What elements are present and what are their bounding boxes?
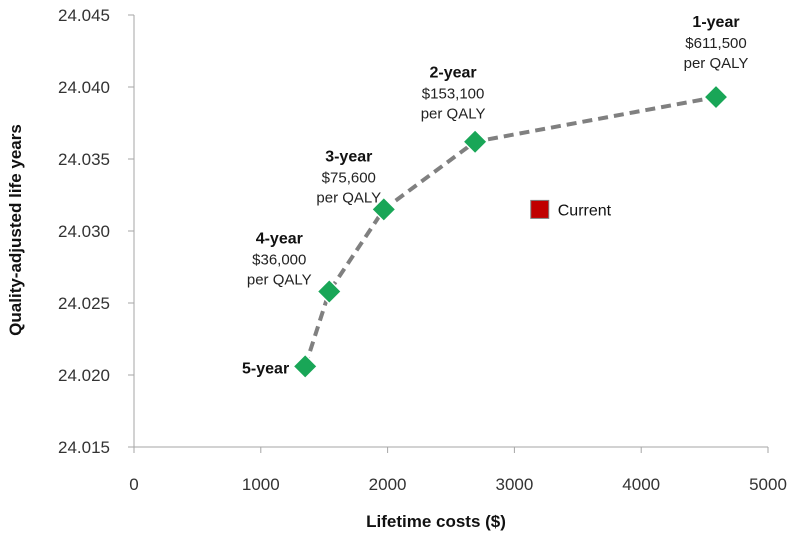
icer-value: $153,100	[422, 86, 485, 103]
point-label-1-year: 1-year	[692, 14, 739, 31]
x-ticks: 0 1000 2000 3000 4000 5000	[129, 447, 787, 494]
point-label-4-year: 4-year	[256, 230, 303, 247]
x-tick-label: 1000	[242, 475, 280, 494]
point-label-5-year: 5-year	[242, 360, 289, 377]
icer-value: $611,500	[685, 35, 746, 52]
y-tick-label: 24.015	[58, 438, 110, 457]
y-tick-label: 24.030	[58, 222, 110, 241]
current-label: Current	[558, 202, 612, 219]
marker-3-year	[370, 196, 397, 223]
x-tick-label: 4000	[622, 475, 660, 494]
y-tick-label: 24.025	[58, 294, 110, 313]
y-tick-label: 24.045	[58, 6, 110, 25]
icer-unit: per QALY	[316, 189, 381, 206]
point-label-2-year: 2-year	[430, 65, 477, 82]
y-axis-title: Quality-adjusted life years	[6, 124, 25, 336]
interval-connector-line	[303, 95, 717, 367]
data-markers	[292, 84, 730, 380]
icer-unit: per QALY	[421, 106, 486, 123]
icer-value: $36,000	[252, 251, 306, 268]
y-ticks: 24.015 24.020 24.025 24.030 24.035 24.040 24.0…	[58, 6, 134, 457]
marker-4-year	[316, 278, 343, 305]
icer-unit: per QALY	[247, 271, 312, 288]
icer-unit: per QALY	[684, 55, 749, 72]
y-tick-label: 24.020	[58, 366, 110, 385]
x-tick-label: 3000	[495, 475, 533, 494]
marker-5-year	[292, 353, 319, 380]
data-labels: 5-year 4-year $36,000 per QALY 3-year $75,600…	[242, 14, 748, 377]
x-tick-label: 0	[129, 475, 138, 494]
icer-value: $75,600	[322, 169, 376, 186]
x-tick-label: 2000	[369, 475, 407, 494]
point-label-3-year: 3-year	[325, 148, 372, 165]
marker-2-year	[462, 128, 489, 155]
y-tick-label: 24.040	[58, 78, 110, 97]
marker-1-year	[702, 84, 730, 111]
y-tick-label: 24.035	[58, 150, 110, 169]
current-marker	[530, 199, 550, 219]
x-tick-label: 5000	[749, 475, 787, 494]
x-axis-title: Lifetime costs ($)	[366, 512, 506, 531]
